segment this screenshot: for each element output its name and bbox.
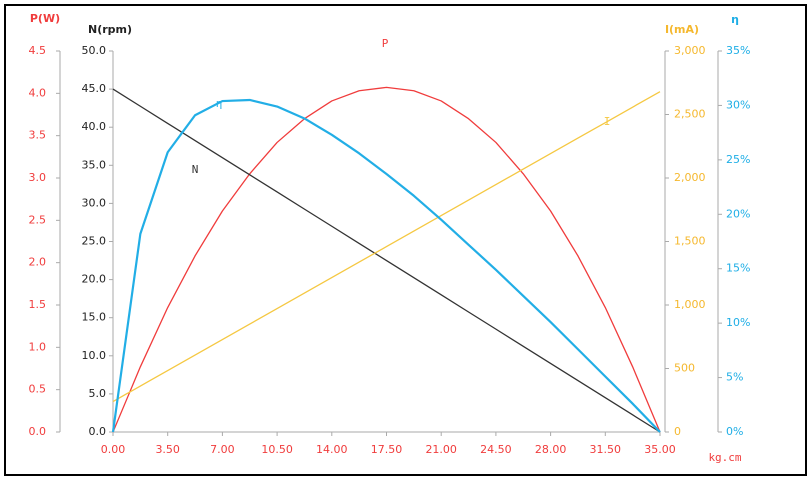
y-tick-label: 4.0 xyxy=(29,86,47,99)
y-tick-label: 0.0 xyxy=(89,425,107,438)
y-tick-label: 1,500 xyxy=(674,235,706,248)
x-tick-label: 3.50 xyxy=(155,443,180,456)
y-tick-label: 3.5 xyxy=(29,129,47,142)
x-tick-label: 31.50 xyxy=(590,443,622,456)
series-label: N xyxy=(192,163,199,176)
y-tick-label: 35.0 xyxy=(82,158,107,171)
y-tick-label: 0.5 xyxy=(29,383,47,396)
y-tick-label: 500 xyxy=(674,362,695,375)
y-tick-label: 2,500 xyxy=(674,108,706,121)
y-tick-label: 1.5 xyxy=(29,298,47,311)
y-tick-label: 45.0 xyxy=(82,82,107,95)
y-tick-label: 2.5 xyxy=(29,213,47,226)
series-label: I xyxy=(604,115,611,128)
y-tick-label: 0 xyxy=(674,425,681,438)
y-axis-title: I(mA) xyxy=(665,23,699,36)
series-line xyxy=(112,86,661,433)
y-tick-label: 10% xyxy=(726,316,750,329)
series-label: η xyxy=(216,97,223,110)
series-line xyxy=(111,98,661,433)
y-tick-label: 25.0 xyxy=(82,235,107,248)
y-tick-label: 0% xyxy=(726,425,743,438)
y-tick-label: 0.0 xyxy=(29,425,47,438)
y-tick-label: 3,000 xyxy=(674,44,706,57)
series-line xyxy=(112,91,661,403)
y-axis-title: P(W) xyxy=(30,12,60,25)
y-tick-label: 5% xyxy=(726,371,743,384)
series-line xyxy=(112,88,661,433)
y-tick-label: 25% xyxy=(726,153,750,166)
y-tick-label: 10.0 xyxy=(82,349,107,362)
x-tick-label: 0.00 xyxy=(101,443,126,456)
x-tick-label: 7.00 xyxy=(210,443,235,456)
y-tick-label: 20% xyxy=(726,207,750,220)
x-tick-label: 28.00 xyxy=(535,443,567,456)
y-tick-label: 15.0 xyxy=(82,311,107,324)
y-tick-label: 20.0 xyxy=(82,273,107,286)
x-tick-label: 10.50 xyxy=(261,443,293,456)
x-axis-label: kg.cm xyxy=(708,451,741,464)
x-tick-label: 14.00 xyxy=(316,443,348,456)
x-tick-label: 35.00 xyxy=(644,443,676,456)
y-tick-label: 35% xyxy=(726,44,750,57)
y-tick-label: 3.0 xyxy=(29,171,47,184)
y-axis-title: N(rpm) xyxy=(88,23,132,36)
x-tick-label: 21.00 xyxy=(425,443,457,456)
y-tick-label: 2.0 xyxy=(29,256,47,269)
x-tick-label: 24.50 xyxy=(480,443,512,456)
y-tick-label: 30% xyxy=(726,98,750,111)
y-tick-label: 1,000 xyxy=(674,298,706,311)
y-tick-label: 15% xyxy=(726,262,750,275)
y-tick-label: 5.0 xyxy=(89,387,107,400)
y-tick-label: 4.5 xyxy=(29,44,47,57)
y-tick-label: 2,000 xyxy=(674,171,706,184)
y-tick-label: 30.0 xyxy=(82,196,107,209)
y-axis-title: η xyxy=(731,13,739,26)
y-tick-label: 1.0 xyxy=(29,340,47,353)
x-tick-label: 17.50 xyxy=(371,443,403,456)
y-tick-label: 40.0 xyxy=(82,120,107,133)
y-tick-label: 50.0 xyxy=(82,44,107,57)
series-label: P xyxy=(382,37,389,50)
